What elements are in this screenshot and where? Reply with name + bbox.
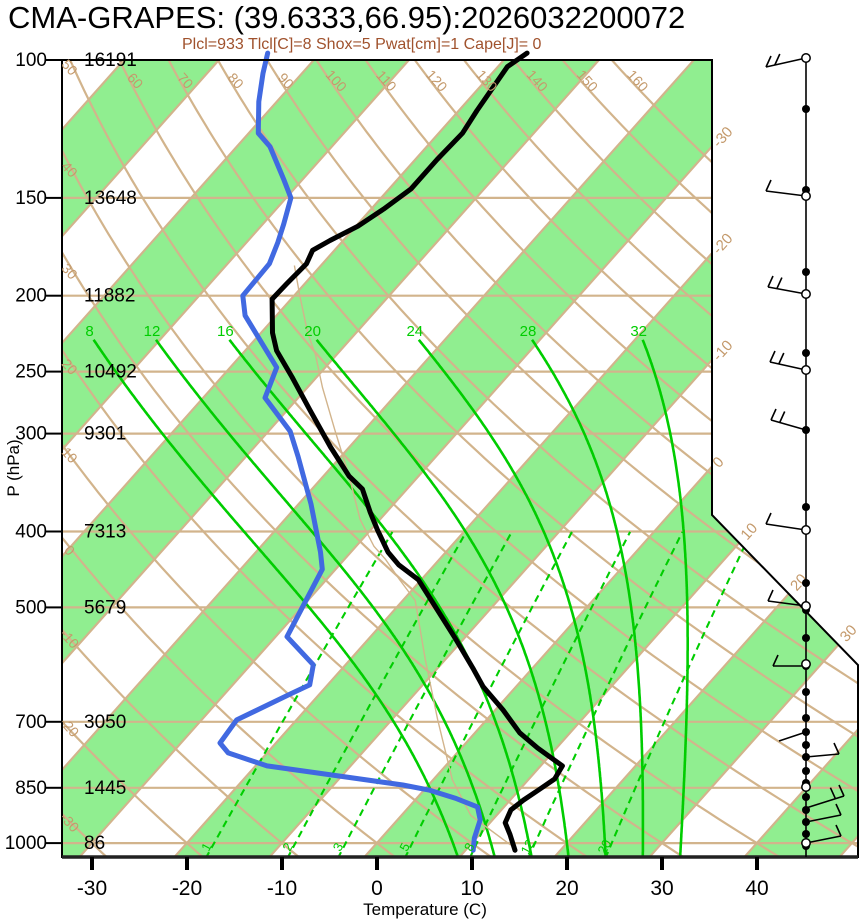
svg-text:30: 30	[837, 622, 860, 646]
svg-text:12: 12	[518, 837, 538, 857]
svg-text:13648: 13648	[84, 188, 137, 209]
svg-text:3050: 3050	[84, 712, 126, 733]
svg-text:700: 700	[15, 712, 47, 733]
svg-text:500: 500	[15, 597, 47, 618]
svg-text:200: 200	[15, 286, 47, 307]
svg-text:86: 86	[84, 833, 105, 854]
svg-text:-10: -10	[267, 877, 297, 900]
svg-text:-30: -30	[709, 124, 736, 151]
svg-text:9301: 9301	[84, 424, 126, 445]
svg-text:1000: 1000	[5, 833, 47, 854]
svg-text:16191: 16191	[84, 50, 137, 71]
svg-text:20: 20	[594, 837, 614, 857]
svg-text:10492: 10492	[84, 362, 137, 383]
svg-text:-20: -20	[57, 714, 83, 740]
svg-text:300: 300	[15, 424, 47, 445]
svg-text:20: 20	[304, 323, 321, 340]
dewpoint-curve	[217, 50, 483, 853]
svg-text:10: 10	[737, 520, 761, 544]
pressure-axis-title: P (hPa)	[4, 439, 23, 497]
svg-text:16: 16	[217, 323, 234, 340]
svg-text:250: 250	[15, 362, 47, 383]
parcel-trace	[293, 265, 512, 846]
temperature-bands	[62, 60, 858, 857]
svg-text:7313: 7313	[84, 522, 126, 543]
wind-barb-column	[765, 53, 845, 857]
moist-adiabat-labels: 8 12 16 20 24 28 32	[85, 323, 647, 340]
svg-text:400: 400	[15, 522, 47, 543]
svg-text:80: 80	[225, 70, 247, 92]
svg-text:5679: 5679	[84, 597, 126, 618]
pressure-axis: 100 16191 150 13648 200 11882 250 10492 300 9301 4…	[5, 50, 137, 854]
svg-text:0: 0	[371, 877, 383, 900]
svg-text:-20: -20	[172, 877, 202, 900]
svg-text:30: 30	[650, 877, 673, 900]
svg-text:1445: 1445	[84, 778, 126, 799]
svg-text:20: 20	[555, 877, 578, 900]
chart-title: CMA-GRAPES: (39.6333,66.95):202603220007…	[8, 0, 686, 35]
svg-text:12: 12	[144, 323, 161, 340]
svg-text:-10: -10	[709, 337, 736, 364]
svg-text:850: 850	[15, 778, 47, 799]
temperature-curve	[269, 50, 565, 853]
svg-text:160: 160	[624, 67, 652, 95]
temperature-axis-title: Temperature (C)	[363, 900, 487, 919]
svg-text:32: 32	[630, 323, 647, 340]
temperature-axis: -30 -20 -10 0 10 20 30 40	[77, 857, 769, 900]
svg-text:24: 24	[406, 323, 423, 340]
svg-text:-30: -30	[77, 877, 107, 900]
svg-text:11882: 11882	[84, 286, 135, 307]
svg-text:40: 40	[745, 877, 768, 900]
svg-text:-20: -20	[709, 230, 736, 257]
sounding-indices: Plcl=933 Tlcl[C]=8 Shox=5 Pwat[cm]=1 Cap…	[182, 36, 542, 53]
svg-text:150: 150	[15, 188, 47, 209]
svg-text:100: 100	[15, 50, 47, 71]
svg-text:10: 10	[460, 877, 483, 900]
svg-text:28: 28	[520, 323, 537, 340]
svg-text:120: 120	[423, 67, 451, 95]
svg-text:8: 8	[85, 323, 93, 340]
mixing-ratio-lines	[204, 531, 753, 857]
